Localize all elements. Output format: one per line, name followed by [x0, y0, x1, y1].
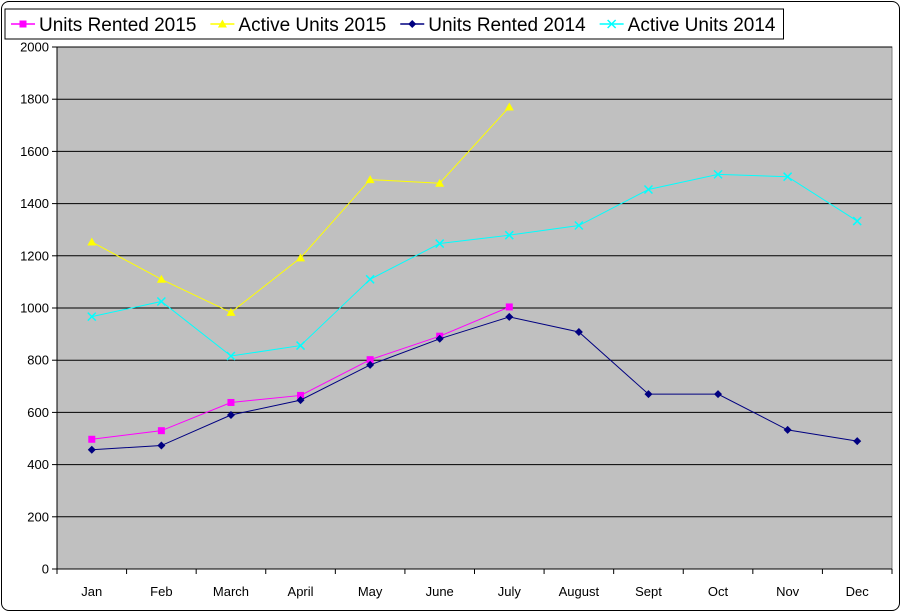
data-point-units-rented-2014: [714, 390, 723, 399]
series-layer: [87, 102, 862, 454]
x-tick-label: Sept: [635, 584, 662, 599]
legend-item-units-rented-2015: Units Rented 2015: [11, 15, 196, 36]
data-point-active-units-2015: [365, 175, 375, 184]
x-tick-label: May: [358, 584, 383, 599]
series-active-units-2014: [87, 169, 862, 361]
y-tick-label: 2000: [20, 40, 49, 55]
data-point-active-units-2014: [365, 274, 375, 284]
data-point-active-units-2014: [87, 312, 97, 322]
data-point-units-rented-2014: [853, 437, 862, 446]
data-point-units-rented-2015: [297, 391, 305, 399]
series-active-units-2015: [87, 102, 514, 316]
data-point-active-units-2015: [226, 307, 236, 316]
data-point-active-units-2014: [156, 296, 166, 307]
y-tick-label: 0: [42, 562, 49, 577]
data-point-active-units-2015: [296, 253, 306, 262]
x-tick-label: Feb: [150, 584, 172, 599]
data-point-units-rented-2015: [227, 398, 235, 406]
data-point-active-units-2015: [87, 237, 97, 246]
y-tick-label: 400: [27, 457, 49, 472]
data-point-active-units-2014: [574, 220, 584, 231]
data-point-units-rented-2015: [88, 435, 96, 443]
data-point-units-rented-2014: [296, 396, 305, 405]
legend-label: Active Units 2015: [238, 15, 386, 36]
data-point-units-rented-2014: [157, 441, 166, 450]
y-tick-label: 1400: [20, 196, 49, 211]
data-point-units-rented-2014: [366, 360, 375, 369]
series-units-rented-2014: [87, 312, 862, 454]
y-tick-label: 1000: [20, 301, 49, 316]
x-tick-label: July: [498, 584, 522, 599]
legend-item-active-units-2014: Active Units 2014: [599, 15, 776, 36]
data-point-units-rented-2014: [87, 445, 96, 454]
data-point-active-units-2014: [226, 351, 236, 361]
x-tick-label: Jan: [81, 584, 102, 599]
x-tick-label: Nov: [776, 584, 800, 599]
data-point-units-rented-2014: [574, 328, 583, 337]
legend-label: Units Rented 2014: [428, 15, 586, 36]
data-point-active-units-2014: [783, 172, 793, 182]
x-tick-label: March: [213, 584, 249, 599]
data-point-active-units-2014: [852, 216, 862, 226]
legend-swatch-marker: [19, 20, 27, 28]
data-point-active-units-2015: [504, 102, 514, 111]
data-point-units-rented-2014: [435, 334, 444, 343]
y-tick-label: 1600: [20, 144, 49, 159]
data-point-units-rented-2014: [505, 312, 514, 321]
data-point-active-units-2014: [713, 169, 723, 179]
y-tick-label: 200: [27, 509, 49, 524]
legend-swatch-marker: [408, 20, 417, 28]
legend-swatch-marker: [217, 19, 227, 28]
y-tick-label: 1200: [20, 248, 49, 263]
data-point-units-rented-2015: [157, 427, 165, 435]
grid-lines: [57, 46, 892, 518]
y-tick-label: 800: [27, 353, 49, 368]
legend-label: Active Units 2014: [628, 15, 776, 36]
axes: 0 200 400 600 800 1000 1200 1400 1600 1800 2000 Jan…: [20, 40, 893, 599]
legend-item-units-rented-2014: Units Rented 2014: [400, 15, 586, 36]
x-tick-label: April: [288, 584, 314, 599]
series-line-units-rented-2014: [91, 316, 858, 451]
data-point-units-rented-2015: [505, 303, 513, 311]
legend-swatch-marker: [607, 19, 617, 29]
data-point-units-rented-2014: [226, 411, 235, 420]
data-point-active-units-2014: [504, 230, 514, 240]
data-point-active-units-2015: [435, 178, 445, 187]
data-point-active-units-2014: [296, 341, 306, 351]
y-tick-label: 1800: [20, 92, 49, 107]
legend-item-active-units-2015: Active Units 2015: [210, 15, 386, 36]
legend-label: Units Rented 2015: [39, 15, 196, 36]
x-tick-label: Dec: [846, 584, 870, 599]
series-line-active-units-2014: [91, 173, 858, 357]
x-tick-label: June: [426, 584, 454, 599]
data-point-active-units-2014: [435, 239, 445, 249]
data-point-active-units-2015: [156, 274, 166, 283]
y-tick-label: 600: [27, 405, 49, 420]
data-point-active-units-2014: [643, 184, 653, 195]
x-tick-label: August: [559, 584, 600, 599]
data-point-units-rented-2014: [644, 390, 653, 399]
data-point-units-rented-2014: [783, 425, 792, 434]
data-point-units-rented-2015: [366, 356, 374, 364]
legend-box: [4, 8, 784, 40]
legend: Units Rented 2015 Active Units 2015 Units …: [4, 8, 784, 40]
x-tick-label: Oct: [708, 584, 729, 599]
